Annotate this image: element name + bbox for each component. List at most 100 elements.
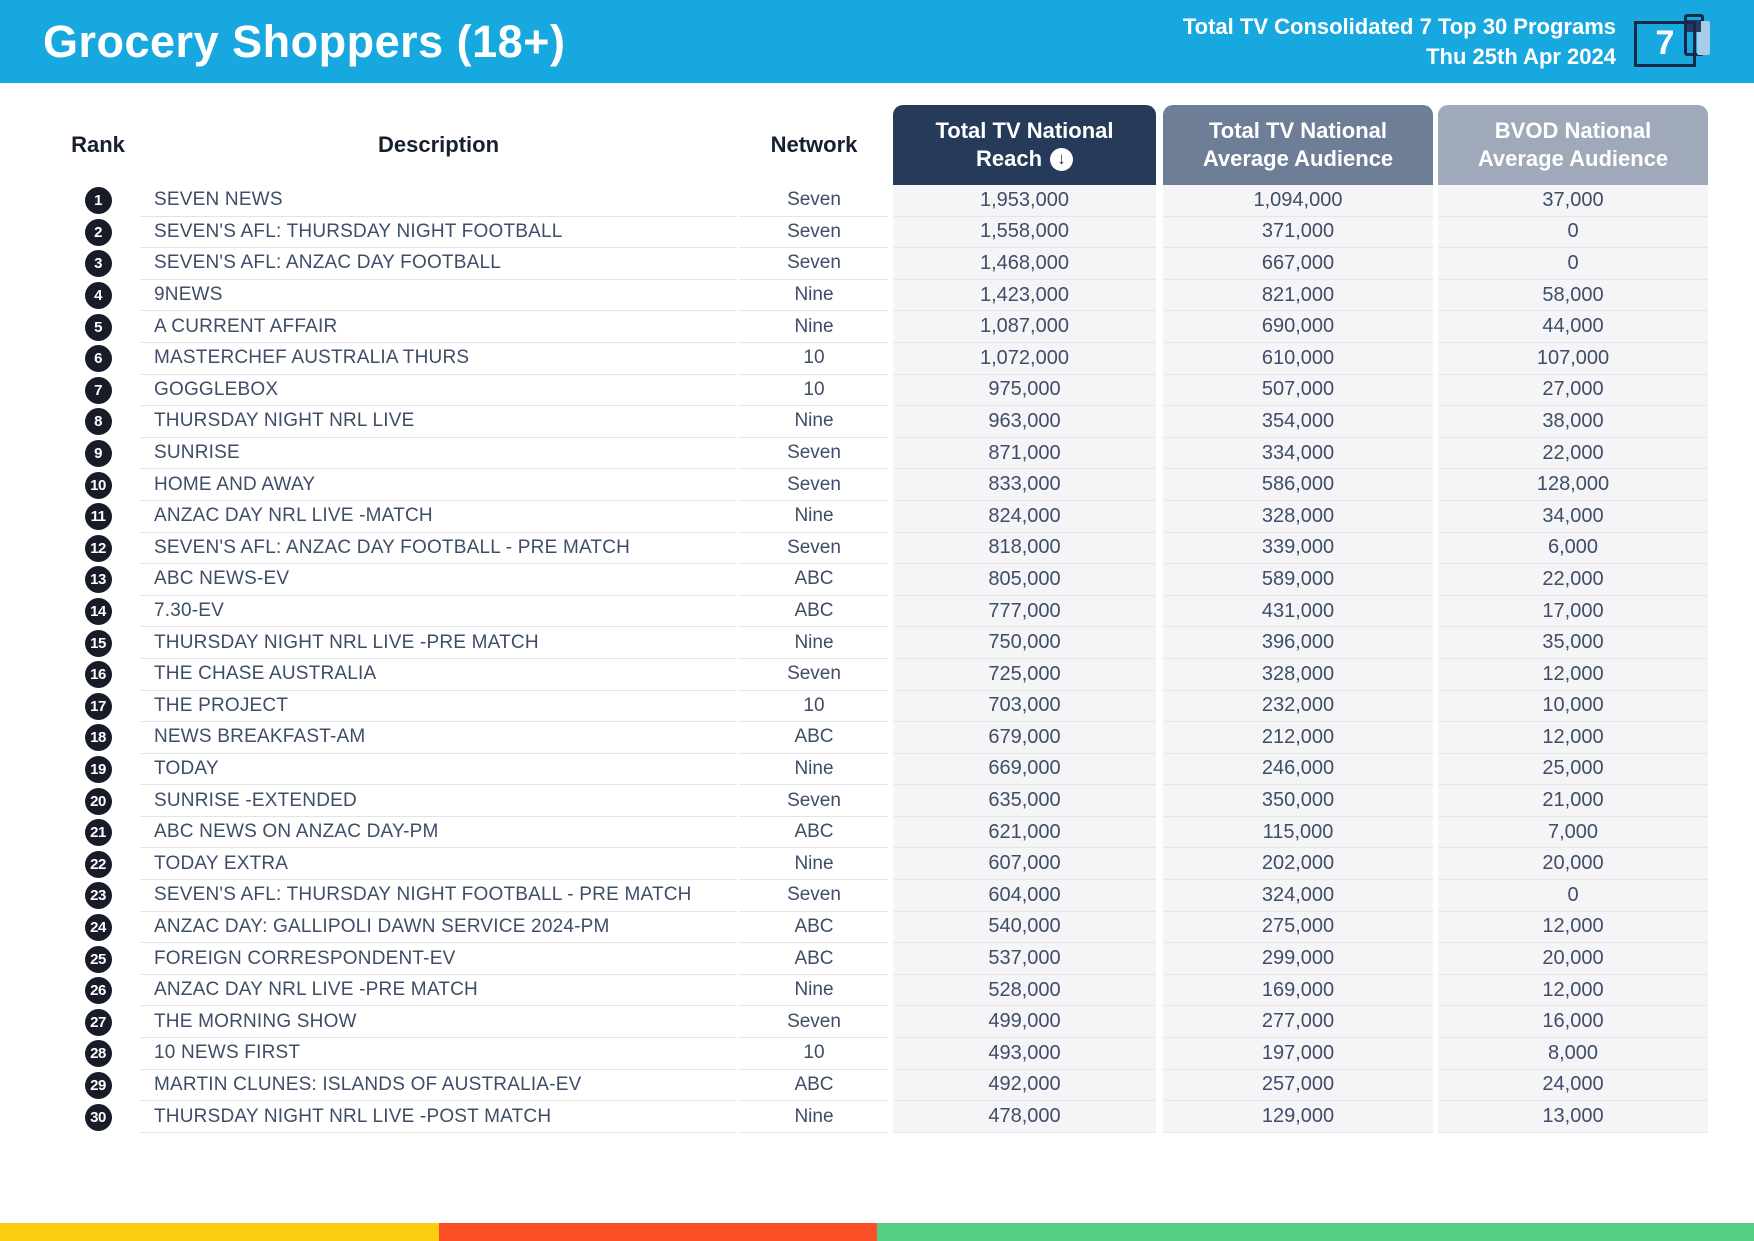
network-cell: Seven — [740, 438, 888, 470]
bvod-audience-cell: 128,000 — [1438, 469, 1708, 501]
table-row: 15 THURSDAY NIGHT NRL LIVE -PRE MATCH Ni… — [62, 627, 1708, 659]
reach-cell: 975,000 — [893, 374, 1156, 407]
rank-cell: 19 — [62, 754, 134, 786]
column-header-bvod[interactable]: BVOD National Average Audience — [1438, 105, 1708, 185]
rank-cell: 15 — [62, 627, 134, 659]
rank-badge: 14 — [84, 598, 112, 626]
rank-badge: 3 — [84, 250, 112, 278]
rank-badge: 2 — [84, 218, 112, 246]
bvod-audience-cell: 38,000 — [1438, 406, 1708, 438]
avg-audience-cell: 690,000 — [1163, 311, 1433, 343]
column-header-description: Description — [377, 132, 500, 157]
reach-cell: 824,000 — [893, 500, 1156, 533]
reach-cell: 871,000 — [893, 437, 1156, 470]
avg-audience-cell: 169,000 — [1163, 974, 1433, 1007]
rank-cell: 25 — [62, 943, 134, 975]
avg-audience-cell: 334,000 — [1163, 437, 1433, 470]
description-cell: NEWS BREAKFAST-AM — [140, 722, 737, 754]
avg-audience-cell: 324,000 — [1163, 880, 1433, 912]
description-cell: ABC NEWS ON ANZAC DAY-PM — [140, 817, 737, 849]
bvod-audience-cell: 24,000 — [1438, 1069, 1708, 1102]
rank-cell: 30 — [62, 1101, 134, 1133]
column-header-reach[interactable]: Total TV National Reach ↓ — [893, 105, 1156, 185]
bvod-audience-cell: 0 — [1438, 880, 1708, 912]
network-cell: Nine — [740, 848, 888, 881]
sort-descending-icon[interactable]: ↓ — [1050, 147, 1074, 171]
total-tv-7-logo-icon: 7 — [1634, 13, 1710, 70]
reach-cell: 499,000 — [893, 1006, 1156, 1039]
description-cell: SEVEN'S AFL: ANZAC DAY FOOTBALL — [140, 248, 737, 280]
rank-badge: 21 — [84, 819, 112, 847]
avg-audience-cell: 821,000 — [1163, 279, 1433, 312]
avg-header-line1: Total TV National — [1208, 117, 1388, 143]
column-header-network: Network — [770, 132, 858, 157]
description-cell: THE PROJECT — [140, 691, 737, 723]
rank-badge: 28 — [84, 1040, 112, 1068]
table-row: 26 ANZAC DAY NRL LIVE -PRE MATCH Nine 52… — [62, 974, 1708, 1007]
description-cell: THE MORNING SHOW — [140, 1006, 737, 1039]
avg-audience-cell: 507,000 — [1163, 374, 1433, 407]
rank-cell: 21 — [62, 817, 134, 849]
avg-audience-cell: 129,000 — [1163, 1101, 1433, 1133]
bvod-audience-cell: 20,000 — [1438, 848, 1708, 881]
description-cell: A CURRENT AFFAIR — [140, 311, 737, 343]
table-row: 24 ANZAC DAY: GALLIPOLI DAWN SERVICE 202… — [62, 911, 1708, 944]
reach-cell: 818,000 — [893, 532, 1156, 565]
rank-cell: 1 — [62, 185, 134, 217]
table-row: 3 SEVEN'S AFL: ANZAC DAY FOOTBALL Seven … — [62, 248, 1708, 280]
description-cell: ANZAC DAY NRL LIVE -MATCH — [140, 501, 737, 533]
rank-cell: 22 — [62, 848, 134, 880]
network-cell: Nine — [740, 311, 888, 343]
rank-cell: 2 — [62, 217, 134, 249]
bvod-audience-cell: 27,000 — [1438, 374, 1708, 407]
reach-cell: 725,000 — [893, 658, 1156, 691]
bvod-audience-cell: 34,000 — [1438, 500, 1708, 533]
avg-audience-cell: 202,000 — [1163, 848, 1433, 881]
rank-badge: 29 — [84, 1071, 112, 1099]
rank-cell: 18 — [62, 722, 134, 754]
avg-audience-cell: 246,000 — [1163, 753, 1433, 786]
network-cell: Nine — [740, 1101, 888, 1133]
bvod-audience-cell: 44,000 — [1438, 311, 1708, 343]
column-header-avg-audience[interactable]: Total TV National Average Audience — [1163, 105, 1433, 185]
rank-cell: 26 — [62, 975, 134, 1007]
table-row: 18 NEWS BREAKFAST-AM ABC 679,000 212,000… — [62, 722, 1708, 754]
bvod-audience-cell: 8,000 — [1438, 1038, 1708, 1070]
avg-audience-cell: 115,000 — [1163, 816, 1433, 849]
network-cell: Seven — [740, 217, 888, 249]
bvod-audience-cell: 6,000 — [1438, 532, 1708, 565]
rank-cell: 10 — [62, 469, 134, 501]
table-row: 28 10 NEWS FIRST 10 493,000 197,000 8,00… — [62, 1038, 1708, 1070]
bvod-audience-cell: 0 — [1438, 216, 1708, 249]
rank-cell: 12 — [62, 533, 134, 565]
rank-cell: 8 — [62, 406, 134, 438]
network-cell: Nine — [740, 406, 888, 438]
description-cell: TODAY — [140, 754, 737, 786]
rank-cell: 5 — [62, 311, 134, 343]
avg-audience-cell: 328,000 — [1163, 658, 1433, 691]
reach-cell: 669,000 — [893, 753, 1156, 786]
table-row: 11 ANZAC DAY NRL LIVE -MATCH Nine 824,00… — [62, 500, 1708, 533]
network-cell: Nine — [740, 975, 888, 1007]
avg-audience-cell: 328,000 — [1163, 500, 1433, 533]
network-cell: Seven — [740, 469, 888, 501]
reach-header-line1: Total TV National — [935, 117, 1114, 143]
bvod-audience-cell: 20,000 — [1438, 943, 1708, 975]
description-cell: THURSDAY NIGHT NRL LIVE — [140, 406, 737, 438]
rank-badge: 16 — [84, 661, 112, 689]
table-body: 1 SEVEN NEWS Seven 1,953,000 1,094,000 3… — [62, 185, 1708, 1133]
reach-cell: 805,000 — [893, 564, 1156, 596]
bvod-audience-cell: 17,000 — [1438, 595, 1708, 628]
reach-cell: 750,000 — [893, 627, 1156, 659]
tv-screen-icon: 7 — [1634, 20, 1696, 67]
description-cell: THURSDAY NIGHT NRL LIVE -POST MATCH — [140, 1101, 737, 1133]
network-cell: Seven — [740, 533, 888, 565]
description-cell: SEVEN NEWS — [140, 185, 737, 217]
bvod-audience-cell: 22,000 — [1438, 564, 1708, 596]
rank-cell: 4 — [62, 280, 134, 312]
network-cell: 10 — [740, 1038, 888, 1070]
table-row: 9 SUNRISE Seven 871,000 334,000 22,000 — [62, 437, 1708, 470]
bvod-audience-cell: 0 — [1438, 248, 1708, 280]
description-cell: FOREIGN CORRESPONDENT-EV — [140, 943, 737, 975]
network-cell: 10 — [740, 343, 888, 375]
